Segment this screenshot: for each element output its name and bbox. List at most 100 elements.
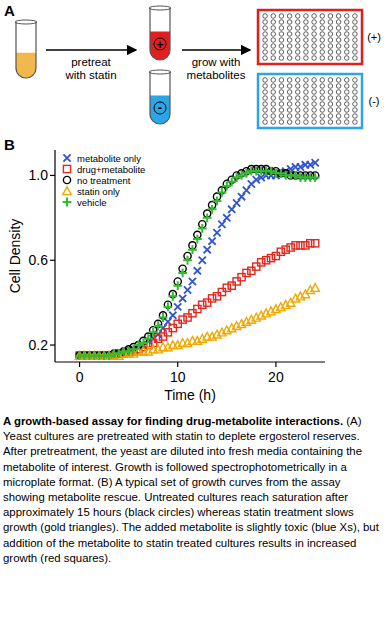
plate-well bbox=[279, 114, 284, 119]
caption-text: (A) Yeast cultures are pretreated with s… bbox=[3, 415, 379, 564]
plate-well bbox=[336, 96, 341, 101]
data-point bbox=[222, 182, 231, 191]
plate-well bbox=[328, 114, 333, 119]
data-point bbox=[169, 312, 176, 319]
plate-well bbox=[295, 20, 300, 25]
plate-well bbox=[353, 26, 358, 31]
data-point bbox=[227, 177, 236, 186]
plate-well bbox=[344, 38, 349, 43]
plate-well bbox=[328, 50, 333, 55]
plate-well bbox=[344, 90, 349, 95]
plate-well bbox=[320, 102, 325, 107]
legend: metabolite onlydrug+metaboliteno treatme… bbox=[63, 153, 146, 208]
plate-well bbox=[271, 96, 276, 101]
plate-well bbox=[304, 120, 309, 125]
plate-well bbox=[353, 108, 358, 113]
plate-well bbox=[353, 102, 358, 107]
plate-well bbox=[279, 78, 284, 83]
data-point bbox=[302, 242, 309, 249]
plate-well bbox=[271, 84, 276, 89]
plate-well bbox=[279, 14, 284, 19]
caption: A growth-based assay for finding drug-me… bbox=[3, 414, 383, 566]
plate-well bbox=[336, 20, 341, 25]
plate-well bbox=[320, 108, 325, 113]
plate-well bbox=[344, 114, 349, 119]
plate-well bbox=[328, 20, 333, 25]
microplate bbox=[258, 74, 362, 128]
plate-well bbox=[271, 44, 276, 49]
tube-sign: + bbox=[156, 38, 163, 52]
plate-well bbox=[279, 96, 284, 101]
tube-liquid bbox=[16, 53, 36, 78]
x-axis-line bbox=[55, 361, 325, 362]
plate-well bbox=[312, 26, 317, 31]
data-point bbox=[174, 303, 181, 310]
plate-well bbox=[328, 102, 333, 107]
data-point bbox=[312, 240, 319, 247]
tube-rim bbox=[149, 70, 171, 74]
plate-well bbox=[320, 90, 325, 95]
plate-well bbox=[304, 56, 309, 61]
plate-well bbox=[271, 90, 276, 95]
x-tick bbox=[177, 362, 178, 367]
plate-well bbox=[263, 50, 268, 55]
plate-well bbox=[344, 50, 349, 55]
series bbox=[76, 159, 319, 359]
legend-label: no treatment bbox=[77, 175, 131, 186]
plate-well bbox=[320, 20, 325, 25]
plate-well bbox=[287, 102, 292, 107]
caption-title: A growth-based assay for finding drug-me… bbox=[3, 415, 343, 427]
data-point bbox=[277, 248, 284, 255]
plate-well bbox=[353, 90, 358, 95]
plate-well bbox=[353, 56, 358, 61]
legend-marker bbox=[63, 154, 70, 161]
plate-well bbox=[304, 32, 309, 37]
plate-well bbox=[279, 102, 284, 107]
plate-well bbox=[312, 32, 317, 37]
data-point bbox=[199, 257, 206, 264]
data-point bbox=[183, 256, 192, 265]
plate-well bbox=[279, 20, 284, 25]
y-tick bbox=[50, 260, 55, 261]
tube-sign: - bbox=[158, 100, 162, 115]
x-tick-label: 10 bbox=[170, 369, 186, 385]
data-point bbox=[282, 246, 289, 253]
plate-well bbox=[263, 102, 268, 107]
plate-well bbox=[320, 26, 325, 31]
data-point bbox=[203, 213, 212, 222]
plate-well bbox=[353, 114, 358, 119]
plate-well bbox=[328, 84, 333, 89]
plate-well bbox=[336, 26, 341, 31]
plate-well bbox=[271, 120, 276, 125]
data-point bbox=[179, 295, 186, 302]
plate-well bbox=[353, 20, 358, 25]
plate-well bbox=[312, 44, 317, 49]
data-point bbox=[144, 334, 153, 343]
plate-well bbox=[353, 84, 358, 89]
plate-well bbox=[295, 50, 300, 55]
data-point bbox=[312, 159, 319, 166]
tube-glass bbox=[16, 22, 36, 78]
data-point bbox=[238, 193, 245, 200]
plate-well bbox=[320, 38, 325, 43]
data-point bbox=[223, 214, 230, 221]
plate-well bbox=[312, 78, 317, 83]
plate-well bbox=[344, 96, 349, 101]
plate-well bbox=[336, 56, 341, 61]
step-label: pretreat bbox=[71, 56, 111, 68]
plate-well bbox=[328, 26, 333, 31]
plate-well bbox=[287, 90, 292, 95]
plate-well bbox=[295, 56, 300, 61]
arrow bbox=[182, 49, 250, 50]
plate-well bbox=[287, 44, 292, 49]
data-point bbox=[307, 240, 314, 247]
plate-well bbox=[344, 102, 349, 107]
plate-well bbox=[295, 108, 300, 113]
plate-well bbox=[336, 44, 341, 49]
plate-well bbox=[312, 96, 317, 101]
plate-well bbox=[353, 32, 358, 37]
plate-well bbox=[328, 90, 333, 95]
legend-marker bbox=[63, 198, 72, 207]
series bbox=[75, 284, 319, 360]
plate-well bbox=[279, 38, 284, 43]
